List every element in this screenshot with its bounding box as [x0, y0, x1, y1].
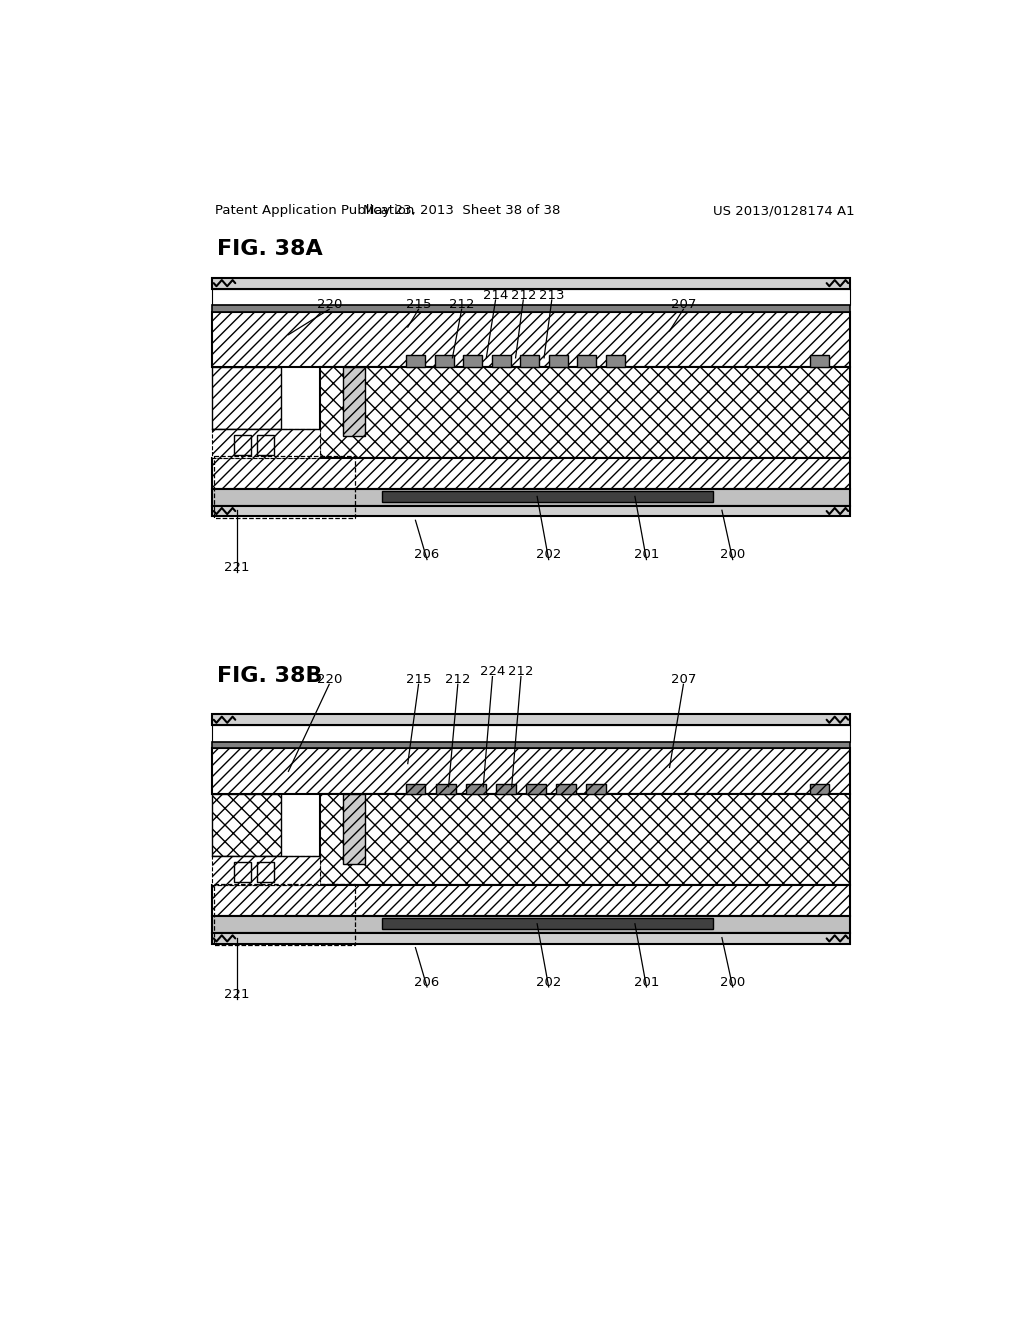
Text: FIG. 38A: FIG. 38A — [217, 239, 323, 259]
Bar — [212, 725, 850, 742]
Bar — [212, 312, 850, 367]
Text: 206: 206 — [415, 975, 439, 989]
Text: 206: 206 — [415, 548, 439, 561]
Text: 212: 212 — [511, 289, 536, 302]
Bar — [587, 784, 605, 795]
Text: US 2013/0128174 A1: US 2013/0128174 A1 — [713, 205, 854, 218]
Text: 201: 201 — [634, 548, 659, 561]
Bar — [212, 458, 850, 488]
Text: 220: 220 — [316, 298, 342, 312]
Bar — [407, 784, 425, 795]
Text: 212: 212 — [449, 298, 474, 312]
Bar — [212, 916, 850, 933]
Bar — [212, 795, 282, 855]
Text: 215: 215 — [406, 673, 431, 686]
Bar — [257, 434, 273, 455]
Text: 202: 202 — [536, 548, 561, 561]
Bar — [212, 429, 319, 458]
Bar — [435, 355, 454, 367]
Bar — [520, 355, 540, 367]
Text: 207: 207 — [671, 673, 696, 686]
Bar — [492, 355, 511, 367]
Text: 214: 214 — [483, 289, 508, 302]
Text: 200: 200 — [720, 548, 745, 561]
Bar — [556, 784, 575, 795]
Bar — [463, 355, 482, 367]
Text: 221: 221 — [224, 989, 250, 1001]
Bar — [605, 355, 625, 367]
Bar — [810, 355, 829, 367]
Text: FIG. 38B: FIG. 38B — [217, 665, 323, 686]
Bar — [212, 305, 850, 312]
Bar — [212, 506, 850, 516]
Text: 220: 220 — [316, 673, 342, 686]
Bar — [214, 884, 354, 945]
Bar — [212, 855, 319, 886]
Bar — [212, 289, 850, 305]
Bar — [578, 355, 596, 367]
Bar — [436, 784, 456, 795]
Bar — [407, 355, 425, 367]
Bar — [319, 367, 850, 458]
Bar — [343, 795, 365, 863]
Bar — [382, 491, 713, 502]
Bar — [214, 457, 354, 517]
Bar — [212, 488, 850, 506]
Bar — [257, 862, 273, 882]
Bar — [212, 748, 850, 795]
Bar — [212, 742, 850, 748]
Text: 224: 224 — [480, 665, 505, 678]
Bar — [549, 355, 568, 367]
Bar — [233, 862, 251, 882]
Bar — [212, 886, 850, 916]
Text: 215: 215 — [406, 298, 431, 312]
Bar — [382, 919, 713, 929]
Text: 213: 213 — [539, 289, 564, 302]
Text: 212: 212 — [508, 665, 534, 678]
Text: May 23, 2013  Sheet 38 of 38: May 23, 2013 Sheet 38 of 38 — [362, 205, 560, 218]
Text: 200: 200 — [720, 975, 745, 989]
Bar — [526, 784, 546, 795]
Text: Patent Application Publication: Patent Application Publication — [215, 205, 415, 218]
Bar — [212, 277, 850, 289]
Bar — [466, 784, 485, 795]
Bar — [497, 784, 515, 795]
Bar — [319, 795, 850, 886]
Bar — [212, 933, 850, 944]
Bar — [343, 367, 365, 437]
Bar — [212, 367, 282, 429]
Text: 212: 212 — [445, 673, 471, 686]
Bar — [212, 714, 850, 725]
Text: 202: 202 — [536, 975, 561, 989]
Text: 207: 207 — [671, 298, 696, 312]
Text: 201: 201 — [634, 975, 659, 989]
Text: 221: 221 — [224, 561, 250, 574]
Bar — [810, 784, 829, 795]
Bar — [233, 434, 251, 455]
